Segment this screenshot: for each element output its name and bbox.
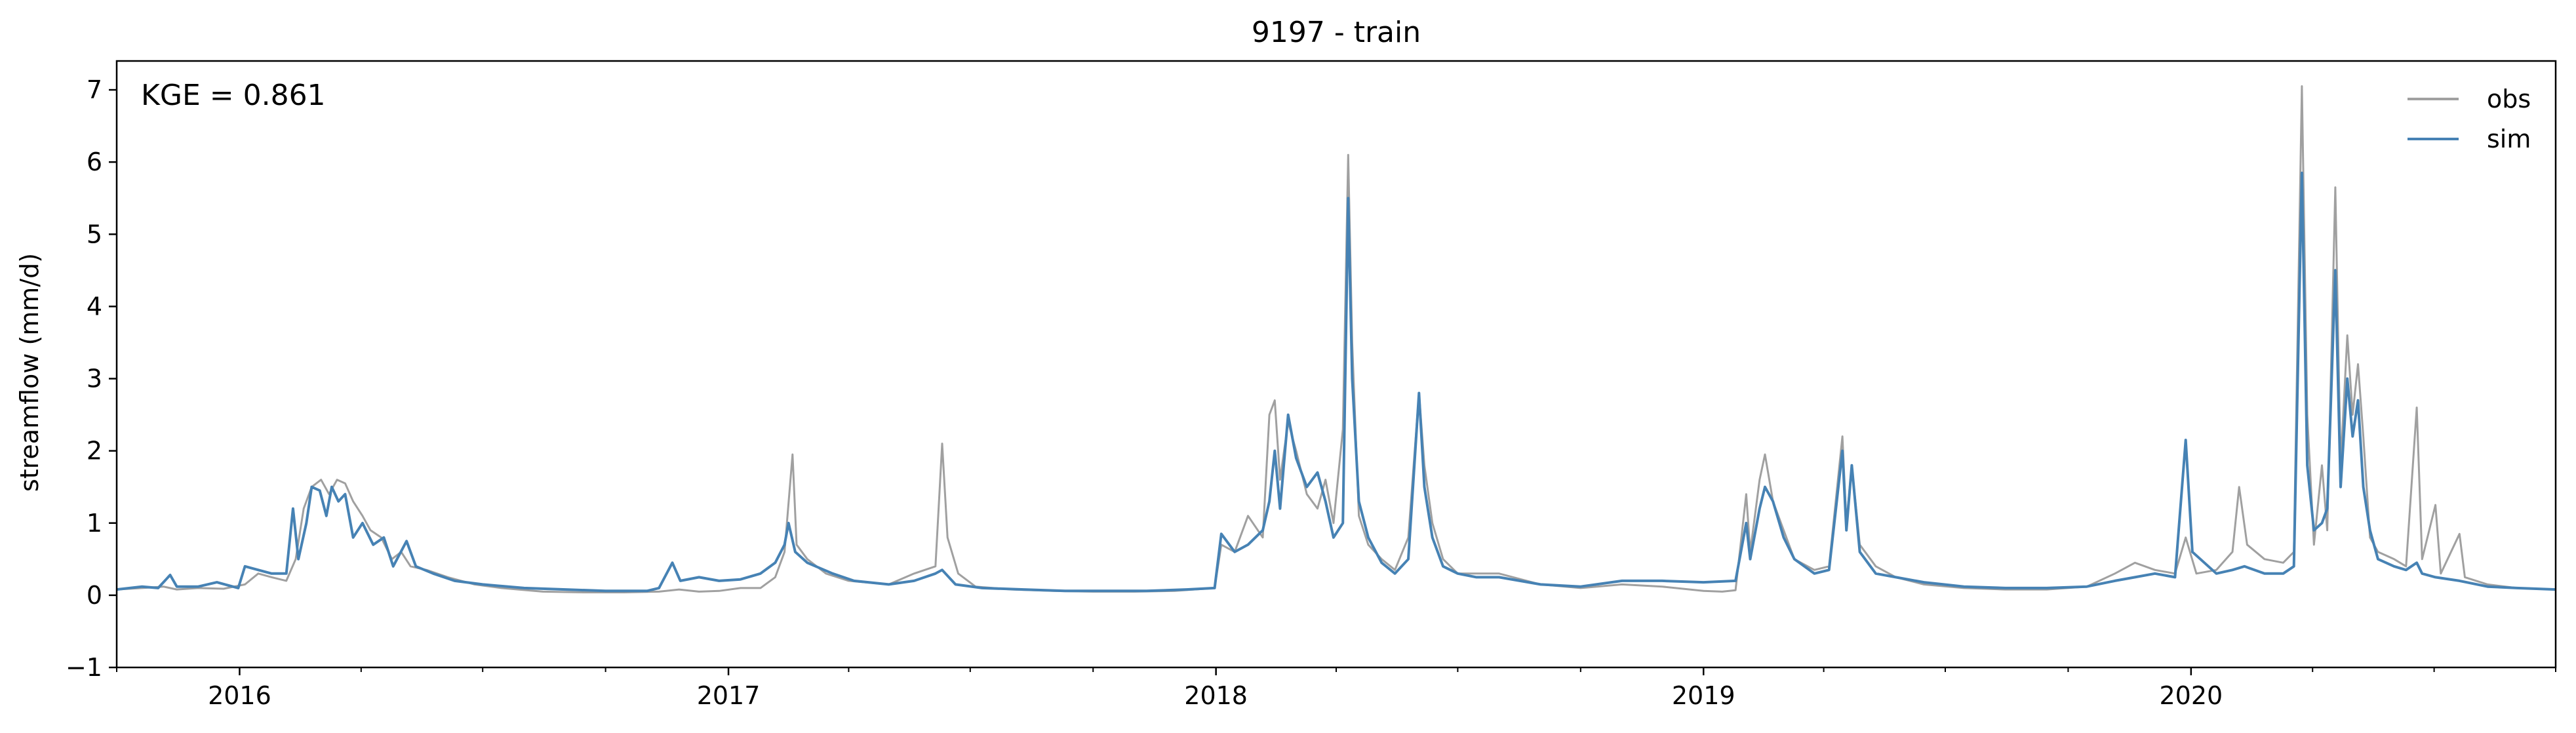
y-tick-label: 5 (87, 220, 102, 248)
y-tick-label: 7 (87, 75, 102, 104)
x-tick-label: 2017 (697, 681, 761, 710)
x-tick-label: 2019 (1672, 681, 1735, 710)
x-tick-label: 2016 (208, 681, 271, 710)
y-tick-label: 0 (87, 581, 102, 610)
y-tick-label: −1 (66, 653, 102, 682)
y-tick-label: 2 (87, 437, 102, 466)
x-tick-label: 2018 (1184, 681, 1248, 710)
chart-title: 9197 - train (1252, 16, 1421, 49)
y-tick-label: 1 (87, 509, 102, 538)
y-tick-label: 4 (87, 292, 102, 321)
x-tick-label: 2020 (2159, 681, 2223, 710)
legend-label-obs: obs (2487, 85, 2531, 113)
legend-label-sim: sim (2487, 125, 2531, 153)
kge-annotation: KGE = 0.861 (141, 79, 326, 112)
legend: obs sim (2408, 85, 2531, 153)
y-axis-label: streamflow (mm/d) (15, 253, 44, 492)
plot-frame (115, 60, 2557, 669)
y-tick-label: 3 (87, 365, 102, 393)
y-tick-label: 6 (87, 148, 102, 176)
series-line-sim (116, 171, 2556, 593)
